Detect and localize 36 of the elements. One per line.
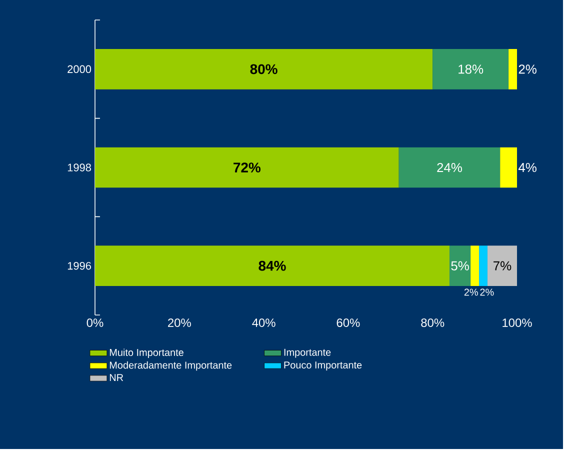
bar xyxy=(398,147,500,188)
bar xyxy=(487,246,518,286)
data-label: 84% xyxy=(258,260,286,271)
data-label: 2% xyxy=(480,288,494,296)
bar xyxy=(508,49,518,90)
x-tick-label: 60% xyxy=(336,318,360,327)
data-label: 18% xyxy=(458,64,484,74)
data-label: 2% xyxy=(518,64,536,74)
legend-label: Importante xyxy=(284,348,331,358)
x-tick-label: 80% xyxy=(421,318,444,327)
bar xyxy=(432,49,509,90)
bar xyxy=(449,246,471,286)
legend-label: NR xyxy=(110,374,124,381)
legend-label: Muito Importante xyxy=(110,348,184,358)
bar xyxy=(95,49,433,90)
data-label: 80% xyxy=(250,64,278,74)
data-label: 72% xyxy=(234,162,261,172)
data-label: 7% xyxy=(494,261,512,270)
bar xyxy=(470,246,480,286)
x-tick-label: 40% xyxy=(252,318,276,327)
y-tick-label: 1996 xyxy=(68,262,91,270)
legend-label: Pouco Importante xyxy=(284,362,362,370)
legend-label: Moderadamente Importante xyxy=(110,361,232,371)
x-tick-label: 20% xyxy=(168,318,191,327)
y-tick-label: 1998 xyxy=(68,164,91,172)
bar xyxy=(500,147,518,188)
y-tick-label: 2000 xyxy=(68,65,92,74)
bar xyxy=(479,246,488,286)
data-label: 4% xyxy=(518,162,536,172)
data-label: 2% xyxy=(464,288,478,296)
x-tick-label: 0% xyxy=(86,318,104,327)
bar xyxy=(95,147,399,188)
data-label: 24% xyxy=(437,162,462,172)
bar xyxy=(95,246,450,286)
x-tick-label: 100% xyxy=(502,318,532,327)
data-label: 5% xyxy=(451,261,469,270)
